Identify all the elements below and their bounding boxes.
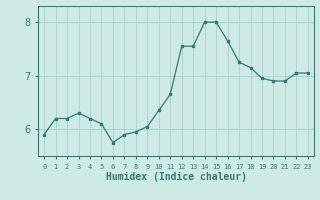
X-axis label: Humidex (Indice chaleur): Humidex (Indice chaleur) [106, 172, 246, 182]
